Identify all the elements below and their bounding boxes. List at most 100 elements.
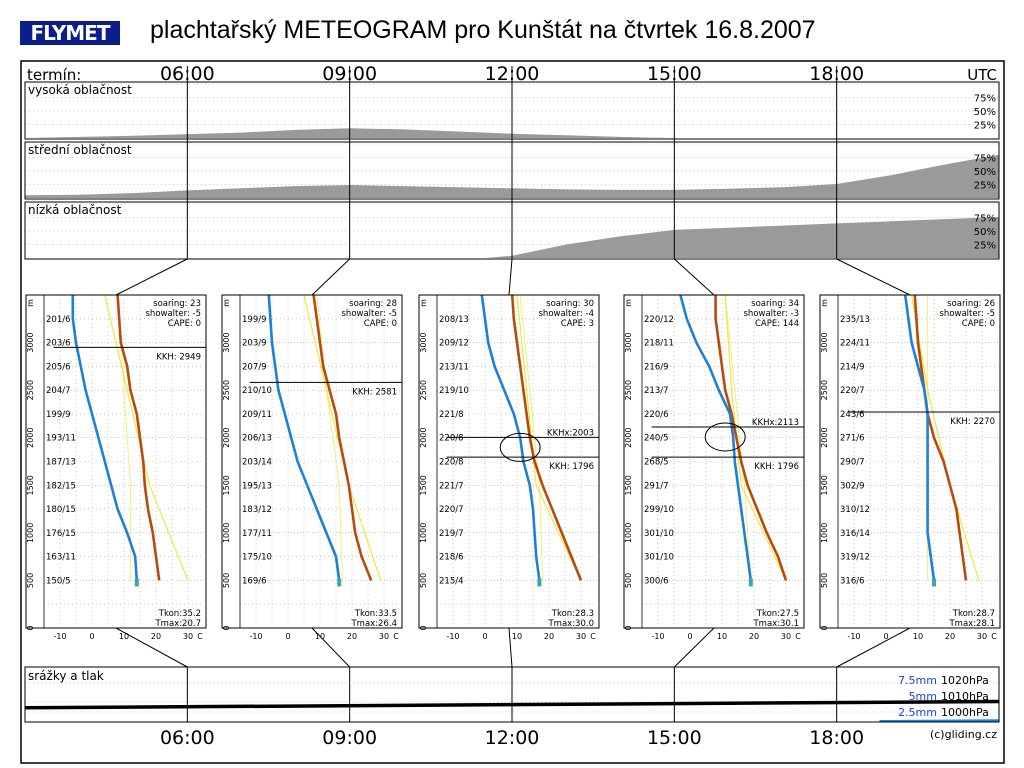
altitude-tick-label: 1500 — [222, 475, 231, 495]
wind-label: 220/7 — [439, 505, 464, 515]
temp-tick-label: 20 — [347, 632, 357, 641]
cloud-tick-label: 75% — [974, 214, 996, 225]
altitude-tick-label: 2000 — [222, 428, 231, 448]
wind-label: 209/12 — [439, 339, 469, 349]
altitude-tick-label: 2500 — [222, 380, 231, 400]
precip-panel-label: srážky a tlak — [28, 669, 104, 683]
temp-tick-label: 10 — [119, 632, 129, 641]
wind-label: 316/14 — [840, 529, 870, 539]
sounding-frame — [623, 294, 805, 629]
altitude-tick-label: 1500 — [419, 475, 428, 495]
cape-index: CAPE: 0 — [364, 319, 397, 329]
showalter-index: showalter: -3 — [744, 309, 800, 319]
kkh-label: KKH: 1796 — [549, 462, 594, 472]
temp-tick-label: 30 — [781, 632, 791, 641]
tkon-value: Tkon:33.5 — [354, 609, 397, 619]
outer-frame — [20, 60, 1005, 764]
temperature-curve — [913, 294, 968, 581]
tkon-value: Tkon:28.7 — [952, 609, 995, 619]
wind-label: 301/10 — [644, 553, 674, 563]
connector-line — [673, 258, 715, 296]
dewpoint-curve — [267, 294, 341, 581]
temp-tick-label: -10 — [446, 632, 459, 641]
connector-line — [508, 627, 513, 668]
wind-label: 203/14 — [242, 458, 272, 468]
altitude-tick-label: 1500 — [624, 475, 633, 495]
temp-unit: C — [197, 632, 203, 641]
cloud-cover-area — [25, 128, 999, 138]
altitude-tick-label: 500 — [624, 573, 633, 588]
altitude-tick-label: 1000 — [222, 523, 231, 543]
wind-label: 301/10 — [644, 529, 674, 539]
wind-label: 302/9 — [840, 481, 865, 491]
wind-label: 150/5 — [46, 576, 71, 586]
surface-marker — [537, 578, 542, 587]
wind-label: 310/12 — [840, 505, 870, 515]
sounding-frame — [819, 294, 1001, 629]
wind-label: 180/15 — [46, 505, 76, 515]
temp-tick-label: 10 — [315, 632, 325, 641]
cloud-panels: vysoká oblačnost 75% 50% 25% střední oblačno… — [24, 66, 1000, 260]
wind-label: 187/13 — [46, 458, 76, 468]
wind-label: 219/7 — [439, 529, 464, 539]
temp-tick-label: 20 — [945, 632, 955, 641]
altitude-tick-label: 1000 — [820, 523, 829, 543]
wind-label: 205/6 — [46, 362, 71, 372]
wind-label: 213/11 — [439, 362, 469, 372]
temp-tick-label: 20 — [151, 632, 161, 641]
cloud-tick-label: 25% — [974, 241, 996, 252]
sounding-frame — [418, 294, 600, 629]
precip-legend-mm: 2.5mm — [898, 706, 937, 719]
altitude-unit: m — [26, 299, 35, 307]
cloud-panel-label: střední oblačnost — [28, 143, 132, 157]
connector-line — [311, 627, 351, 668]
temp-tick-label: 30 — [183, 632, 193, 641]
wind-label: 169/6 — [242, 576, 267, 586]
wind-label: 300/6 — [644, 576, 669, 586]
dry-adiabat-line — [911, 294, 980, 581]
cloud-panel-label: nízká oblačnost — [28, 203, 122, 217]
temp-tick-label: 0 — [687, 632, 692, 641]
altitude-tick-label: 1000 — [624, 523, 633, 543]
wind-label: 220/8 — [439, 458, 464, 468]
time-label-bottom: 18:00 — [809, 727, 864, 749]
altitude-tick-label: 2000 — [624, 428, 633, 448]
altitude-tick-label: 2000 — [419, 428, 428, 448]
wind-label: 299/10 — [644, 505, 674, 515]
wind-label: 215/4 — [439, 576, 464, 586]
temp-tick-label: 30 — [576, 632, 586, 641]
connector-line — [115, 627, 188, 668]
temp-tick-label: -10 — [249, 632, 262, 641]
temp-tick-label: 10 — [913, 632, 923, 641]
surface-marker — [337, 578, 342, 587]
altitude-tick-label: 3000 — [222, 332, 231, 352]
soaring-index: soaring: 30 — [546, 299, 594, 309]
page-title: plachtařský METEOGRAM pro Kunštát na čtv… — [150, 16, 816, 44]
precip-pressure-panel: srážky a tlak 7.5mm 1020hPa 5mm 1010hPa 2.5mm… — [24, 666, 1000, 723]
precip-panel-frame — [24, 666, 1000, 723]
connector-line — [673, 627, 715, 668]
altitude-tick-label: 1500 — [820, 475, 829, 495]
connector-line — [836, 258, 911, 296]
wind-label: 216/9 — [644, 362, 669, 372]
dewpoint-curve — [903, 294, 936, 581]
flymet-logo: FLYMET — [20, 21, 120, 45]
altitude-unit: m — [624, 299, 633, 307]
temp-tick-label: 10 — [512, 632, 522, 641]
pressure-legend-hpa: 1010hPa — [941, 690, 989, 703]
temp-tick-label: 10 — [717, 632, 727, 641]
timeline-label: termín: — [27, 66, 81, 84]
footer: (c)gliding.cz 06:00 09:00 12:00 15:00 18:00 — [160, 727, 997, 749]
wind-label: 290/7 — [840, 458, 865, 468]
temp-tick-label: -10 — [53, 632, 66, 641]
altitude-tick-label: 3000 — [26, 332, 35, 352]
tmax-value: Tmax:28.1 — [948, 619, 995, 629]
wind-label: 183/12 — [242, 505, 272, 515]
temp-tick-label: 0 — [883, 632, 888, 641]
sounding-panel: KKH: 1796 KKHx:2003 215/4 218/6 219/7 220/7 22… — [418, 294, 600, 641]
tmax-value: Tmax:26.4 — [350, 619, 397, 629]
temp-tick-label: 20 — [749, 632, 759, 641]
time-label-bottom: 15:00 — [647, 727, 702, 749]
wind-label: 193/11 — [46, 434, 76, 444]
